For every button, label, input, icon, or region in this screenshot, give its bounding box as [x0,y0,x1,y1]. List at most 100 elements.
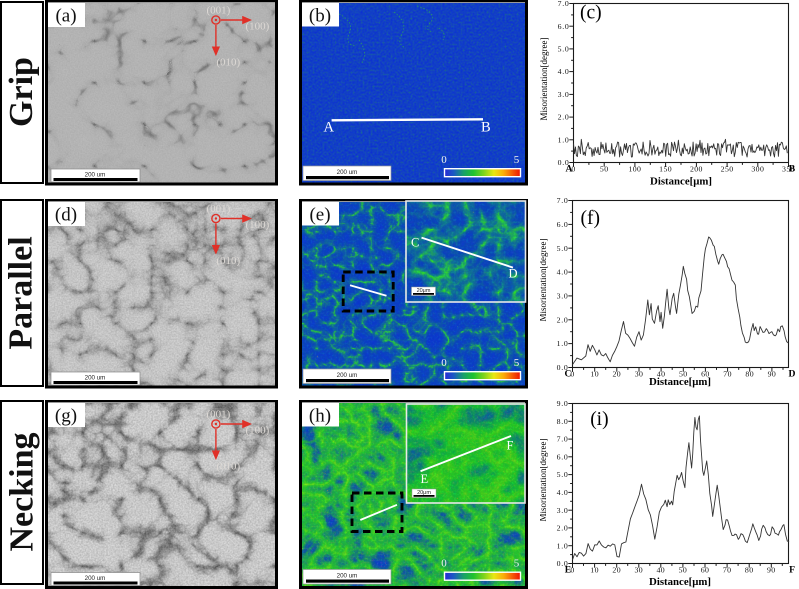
svg-text:80: 80 [745,565,754,574]
svg-text:20μm: 20μm [417,490,431,496]
svg-text:8.0: 8.0 [557,417,569,426]
svg-text:6.0: 6.0 [557,452,569,461]
svg-text:30: 30 [635,369,644,378]
svg-text:D: D [789,368,796,379]
svg-text:(001): (001) [206,5,230,17]
svg-text:5.0: 5.0 [557,244,569,253]
svg-text:6.0: 6.0 [557,220,569,229]
svg-text:E: E [421,472,429,486]
svg-text:100: 100 [628,164,641,173]
svg-text:5: 5 [514,357,520,369]
svg-text:Misorientation[degree]: Misorientation[degree] [540,439,548,522]
svg-text:1.0: 1.0 [558,135,570,144]
svg-text:Misorientation[degree]: Misorientation[degree] [540,239,548,322]
svg-text:(c): (c) [580,3,602,24]
svg-text:(i): (i) [590,409,608,430]
svg-text:(h): (h) [309,405,331,426]
svg-text:0: 0 [570,565,574,574]
svg-text:250: 250 [721,164,734,173]
svg-text:F: F [507,438,514,452]
svg-text:0.0: 0.0 [557,363,569,372]
svg-text:(010): (010) [216,57,240,69]
svg-text:2.0: 2.0 [557,315,569,324]
svg-text:350: 350 [782,164,795,173]
svg-text:90: 90 [767,565,776,574]
svg-text:4.0: 4.0 [557,488,569,497]
svg-text:200 um: 200 um [337,169,358,176]
svg-text:(100): (100) [245,219,269,231]
svg-text:0: 0 [571,164,575,173]
svg-text:0.0: 0.0 [557,559,569,568]
svg-text:Distance[μm]: Distance[μm] [649,576,711,588]
svg-text:200 um: 200 um [84,374,105,381]
svg-text:40: 40 [657,369,666,378]
svg-text:(b): (b) [309,6,331,27]
svg-text:7.0: 7.0 [557,196,569,205]
svg-text:20: 20 [612,565,621,574]
svg-text:50: 50 [679,565,688,574]
svg-text:4.0: 4.0 [558,67,570,76]
svg-text:10: 10 [590,565,599,574]
svg-text:(010): (010) [216,255,240,267]
svg-text:50: 50 [600,164,609,173]
svg-text:(001): (001) [206,203,230,215]
svg-text:20: 20 [612,369,621,378]
svg-text:B: B [789,163,796,174]
svg-text:5: 5 [514,154,520,166]
svg-text:B: B [481,120,491,136]
svg-text:200 um: 200 um [84,574,105,581]
svg-text:3.0: 3.0 [558,90,570,99]
svg-text:40: 40 [656,565,665,574]
svg-text:60: 60 [701,369,710,378]
svg-text:Misorientation[degree]: Misorientation[degree] [540,38,549,121]
svg-text:0.0: 0.0 [558,158,570,167]
svg-text:5: 5 [514,557,520,569]
svg-text:6.0: 6.0 [558,22,570,31]
svg-text:5.0: 5.0 [557,470,569,479]
svg-text:10: 10 [590,369,599,378]
svg-text:1.0: 1.0 [557,541,569,550]
svg-text:9.0: 9.0 [557,399,569,408]
svg-text:0: 0 [441,557,447,569]
svg-text:(100): (100) [245,424,269,436]
svg-text:2.0: 2.0 [557,524,569,533]
svg-text:60: 60 [701,565,710,574]
svg-text:C: C [565,368,572,379]
svg-text:0: 0 [570,369,574,378]
svg-text:20μm: 20μm [417,288,431,294]
svg-text:3.0: 3.0 [557,506,569,515]
svg-text:70: 70 [723,565,732,574]
svg-text:(010): (010) [216,460,240,472]
svg-text:0: 0 [441,357,447,369]
svg-text:5.0: 5.0 [558,45,570,54]
svg-text:70: 70 [723,369,732,378]
svg-text:C: C [411,236,419,250]
svg-text:D: D [509,267,518,281]
svg-text:Distance[μm]: Distance[μm] [649,376,711,388]
svg-text:Distance[μm]: Distance[μm] [650,176,712,188]
svg-text:30: 30 [634,565,643,574]
svg-text:F: F [789,564,795,575]
svg-text:(d): (d) [54,205,76,226]
svg-text:E: E [565,564,571,575]
svg-text:(f): (f) [581,208,600,229]
svg-text:(e): (e) [309,205,330,226]
svg-text:A: A [566,163,573,174]
svg-text:1.0: 1.0 [557,339,569,348]
svg-text:300: 300 [751,164,764,173]
svg-text:80: 80 [745,369,754,378]
svg-text:7.0: 7.0 [558,0,570,8]
svg-text:0: 0 [441,154,447,166]
svg-text:(g): (g) [54,405,76,426]
svg-text:(a): (a) [55,6,76,27]
svg-text:200 um: 200 um [337,572,358,579]
svg-text:150: 150 [659,164,672,173]
svg-text:7.0: 7.0 [557,435,569,444]
svg-text:(001): (001) [206,408,230,420]
svg-text:200: 200 [690,164,703,173]
svg-text:3.0: 3.0 [557,292,569,301]
svg-text:90: 90 [768,369,777,378]
svg-text:50: 50 [679,369,688,378]
svg-text:200 um: 200 um [84,171,105,178]
svg-text:200 um: 200 um [337,372,358,379]
